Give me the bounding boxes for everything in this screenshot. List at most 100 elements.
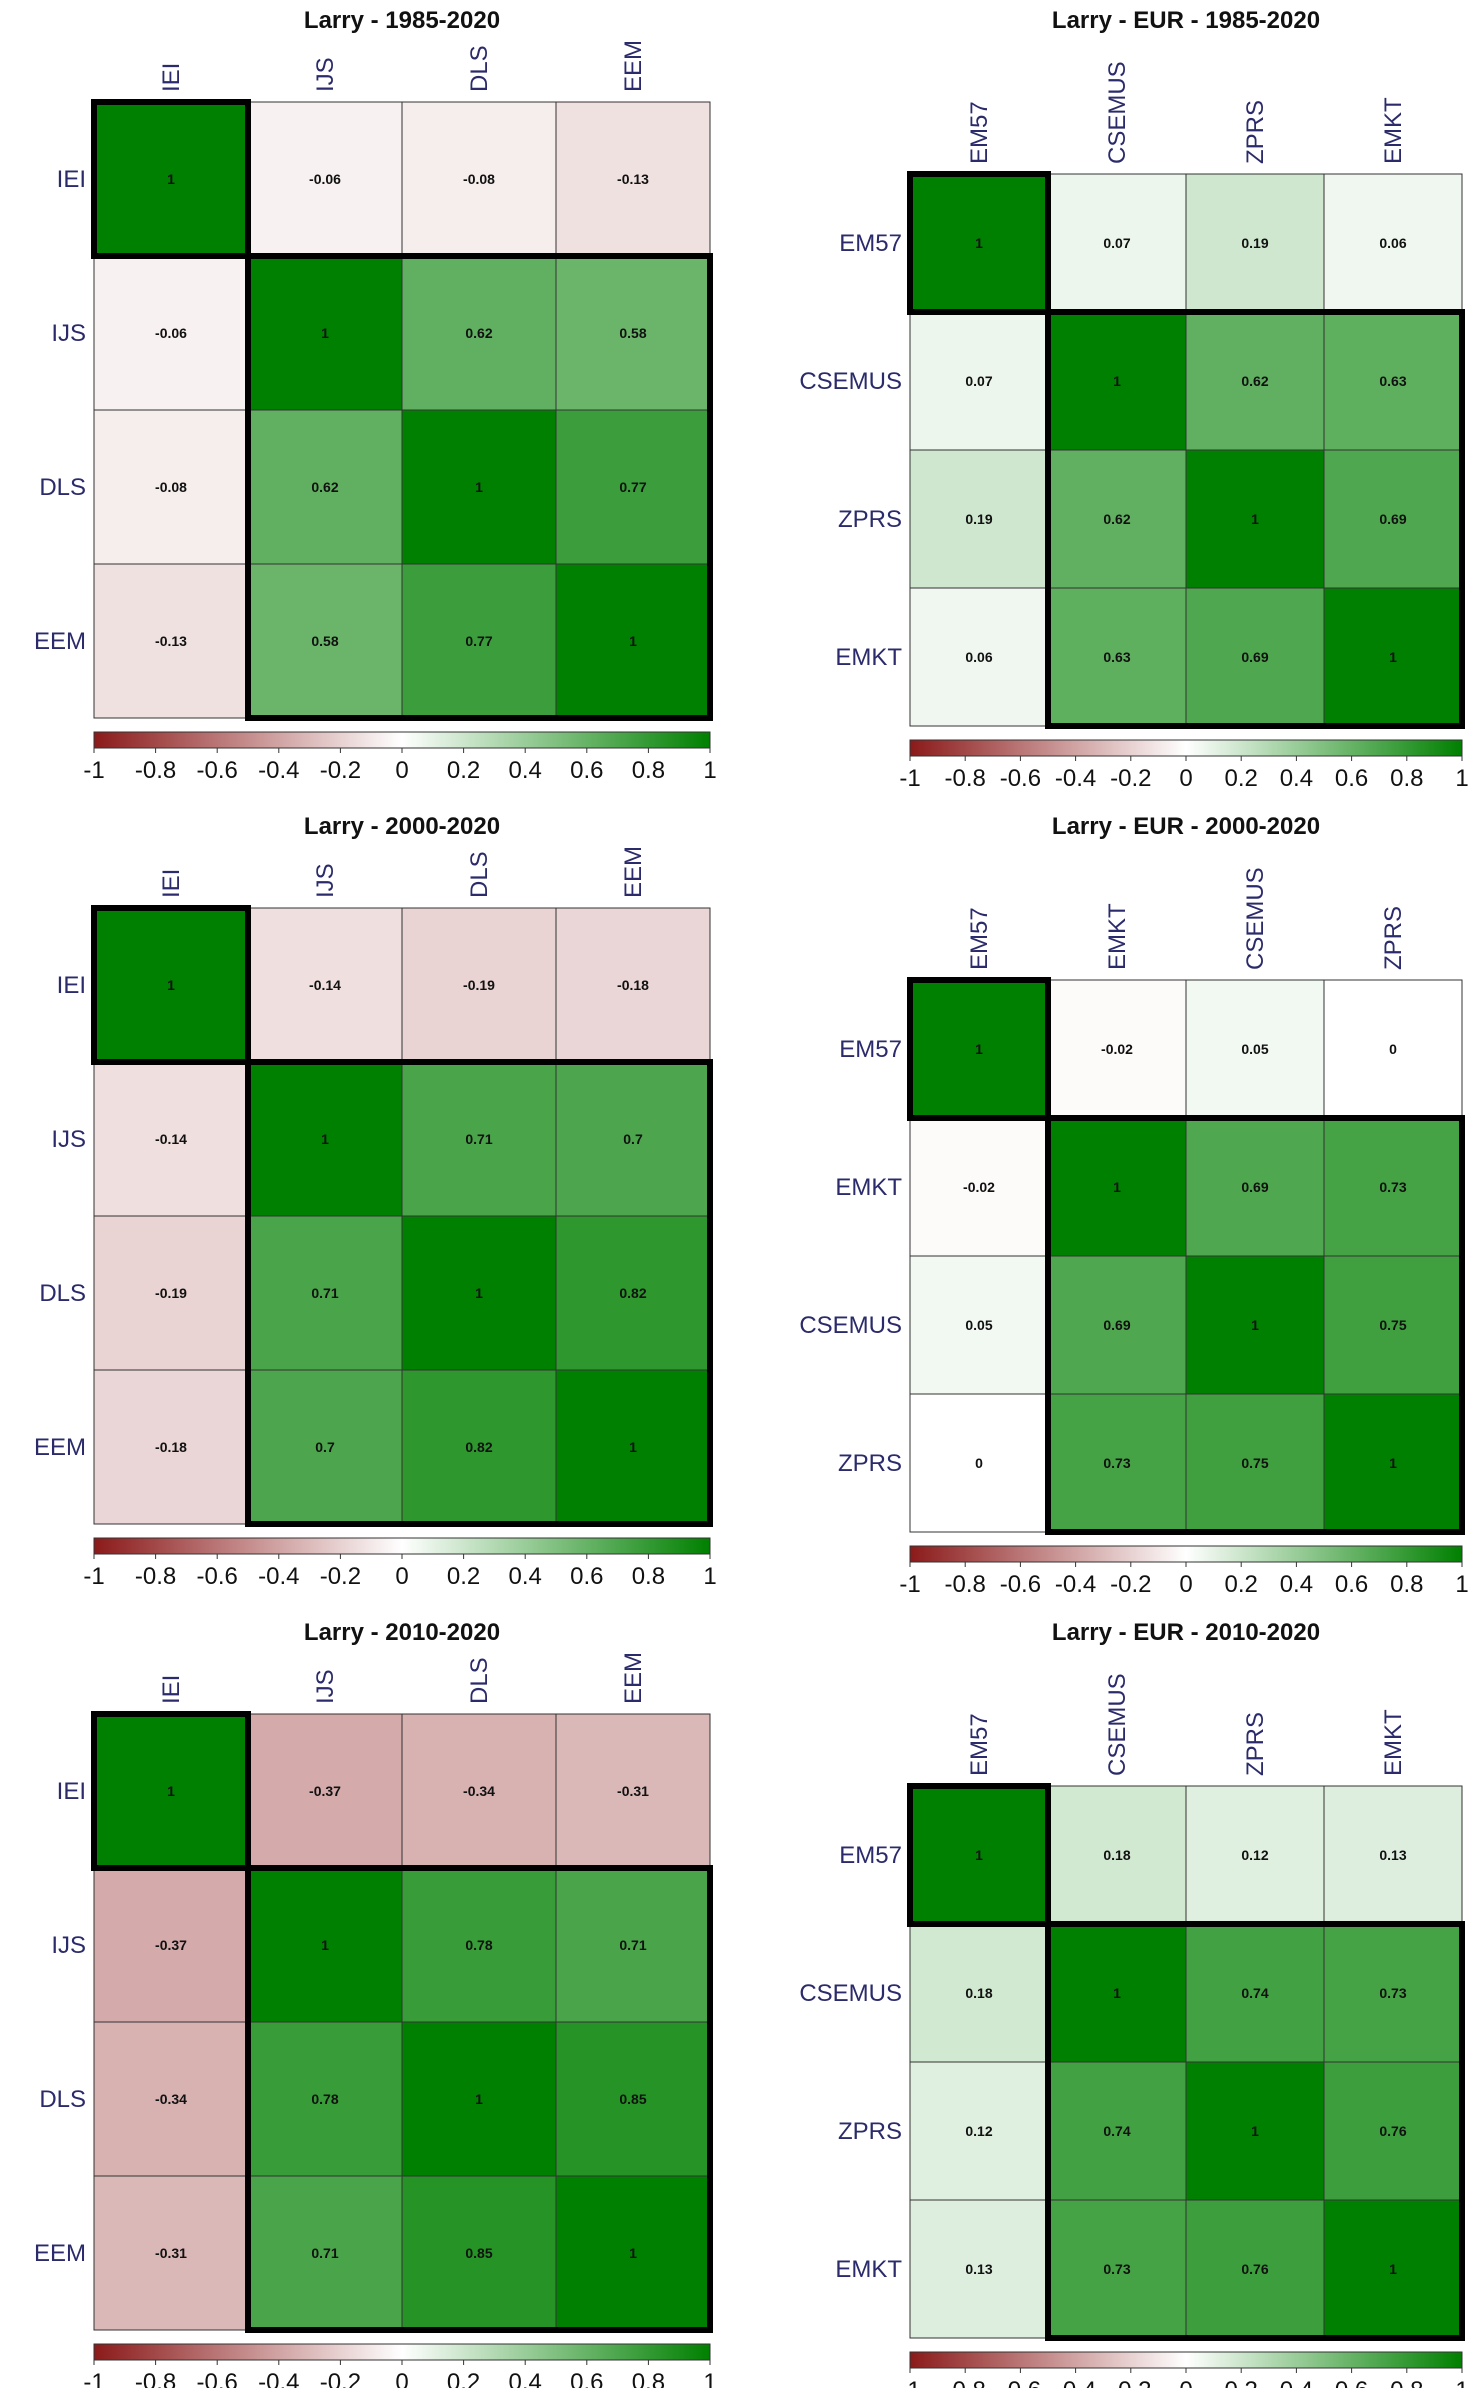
heatmap-cell: [555, 1713, 711, 1869]
row-label: EMKT: [835, 644, 902, 671]
cell-value-label: 0.07: [1103, 235, 1130, 251]
cell-value-label: -0.19: [155, 1285, 187, 1301]
heatmap-cell: [555, 1867, 711, 2023]
heatmap-cell: [1047, 1117, 1187, 1257]
cell-value-label: -0.34: [463, 1783, 495, 1799]
row-label: ZPRS: [838, 506, 902, 533]
heatmap-cell: [1185, 173, 1325, 313]
colorbar: [93, 731, 711, 749]
heatmap-cell: [555, 1061, 711, 1217]
column-label: DLS: [466, 45, 493, 92]
cell-value-label: -0.06: [155, 325, 187, 341]
cluster-box: [245, 1865, 713, 2333]
colorbar-tick-label: -0.4: [258, 1563, 299, 1590]
colorbar-tick-label: 0.8: [1390, 2377, 1423, 2388]
cell-value-label: 0.69: [1241, 649, 1268, 665]
heatmap-cell: [247, 907, 403, 1063]
row-label: EEM: [34, 1434, 86, 1461]
heatmap-cell: [1323, 173, 1463, 313]
row-label: EM57: [839, 230, 902, 257]
cell-value-label: 1: [475, 2091, 483, 2107]
cell-value-label: 0.73: [1103, 1455, 1130, 1471]
column-label: ZPRS: [1242, 100, 1269, 164]
colorbar-tick-label: 1: [1455, 2377, 1468, 2388]
colorbar-tick-label: -1: [83, 1563, 104, 1590]
heatmap-panel-4: Larry - EUR - 2000-2020 1 -0.02 0.05 0 -0.02 1…: [799, 813, 1468, 1598]
cluster-box: [1045, 1921, 1465, 2341]
column-label: EMKT: [1104, 903, 1131, 970]
colorbar-tick-label: 1: [703, 757, 716, 784]
heatmap-cell: [1047, 173, 1187, 313]
heatmap-cell: [909, 1923, 1049, 2063]
colorbar-tick-label: 0.4: [1280, 765, 1313, 792]
cluster-box: [1045, 309, 1465, 729]
cell-value-label: 0.06: [1379, 235, 1406, 251]
heatmap-cell: [1047, 311, 1187, 451]
column-label: IJS: [312, 863, 339, 898]
column-label: EM57: [966, 101, 993, 164]
cell-value-label: 1: [1389, 1455, 1397, 1471]
heatmap-cell: [401, 1713, 557, 1869]
cell-value-label: 1: [1251, 2123, 1259, 2139]
heatmap-cell: [401, 563, 557, 719]
heatmap-cell: [555, 1369, 711, 1525]
colorbar-tick-label: -0.6: [197, 757, 238, 784]
cell-value-label: 0: [975, 1455, 983, 1471]
cell-value-label: 0.71: [465, 1131, 492, 1147]
column-label: ZPRS: [1242, 1712, 1269, 1776]
colorbar-tick-label: 0.2: [1225, 1571, 1258, 1598]
cell-value-label: 0.69: [1379, 511, 1406, 527]
cell-value-label: 0.82: [619, 1285, 646, 1301]
column-label: EM57: [966, 907, 993, 970]
cell-value-label: 1: [475, 479, 483, 495]
heatmap-cell: [555, 1215, 711, 1371]
cell-value-label: 1: [629, 2245, 637, 2261]
cell-value-label: -0.06: [309, 171, 341, 187]
row-label: IEI: [57, 972, 86, 999]
cell-value-label: 0.76: [1379, 2123, 1406, 2139]
colorbar-tick-label: 0.2: [447, 757, 480, 784]
heatmap-cell: [247, 1867, 403, 2023]
row-label: EEM: [34, 628, 86, 655]
heatmap-cell: [1047, 2061, 1187, 2201]
cell-value-label: 0.73: [1103, 2261, 1130, 2277]
colorbar: [93, 1537, 711, 1555]
heatmap-cell: [909, 1785, 1049, 1925]
colorbar: [909, 1545, 1463, 1563]
row-label: IEI: [57, 1778, 86, 1805]
heatmap-cell: [1185, 1785, 1325, 1925]
cell-value-label: 1: [975, 1041, 983, 1057]
colorbar-tick-label: -0.4: [258, 757, 299, 784]
row-label: IJS: [51, 1932, 86, 1959]
cell-value-label: 0.73: [1379, 1179, 1406, 1195]
heatmap-cell: [1185, 1117, 1325, 1257]
row-label: EMKT: [835, 1174, 902, 1201]
cell-value-label: -0.14: [309, 977, 341, 993]
heatmap-cell: [1185, 1923, 1325, 2063]
heatmap-cell: [93, 255, 249, 411]
colorbar-tick-label: -0.6: [1000, 1571, 1041, 1598]
cell-value-label: 0.62: [1241, 373, 1268, 389]
heatmap-cell: [401, 255, 557, 411]
heatmap-cell: [909, 449, 1049, 589]
heatmap-cell: [1185, 449, 1325, 589]
heatmap-cell: [909, 311, 1049, 451]
cell-value-label: -0.18: [155, 1439, 187, 1455]
heatmap-cell: [1323, 587, 1463, 727]
column-label: EM57: [966, 1713, 993, 1776]
cell-value-label: 1: [975, 235, 983, 251]
row-label: IJS: [51, 1126, 86, 1153]
cell-value-label: 0.13: [965, 2261, 992, 2277]
row-label: EEM: [34, 2240, 86, 2267]
heatmap-cell: [1323, 1785, 1463, 1925]
row-label: DLS: [39, 1280, 86, 1307]
colorbar-tick-label: 0.4: [509, 757, 542, 784]
heatmap-cell: [401, 2175, 557, 2331]
cluster-box: [907, 1783, 1051, 1927]
colorbar-tick-label: 0.2: [1225, 2377, 1258, 2388]
colorbar-tick-label: 0: [395, 1563, 408, 1590]
cell-value-label: 0.74: [1241, 1985, 1268, 2001]
cell-value-label: -0.18: [617, 977, 649, 993]
cell-value-label: 0.62: [1103, 511, 1130, 527]
